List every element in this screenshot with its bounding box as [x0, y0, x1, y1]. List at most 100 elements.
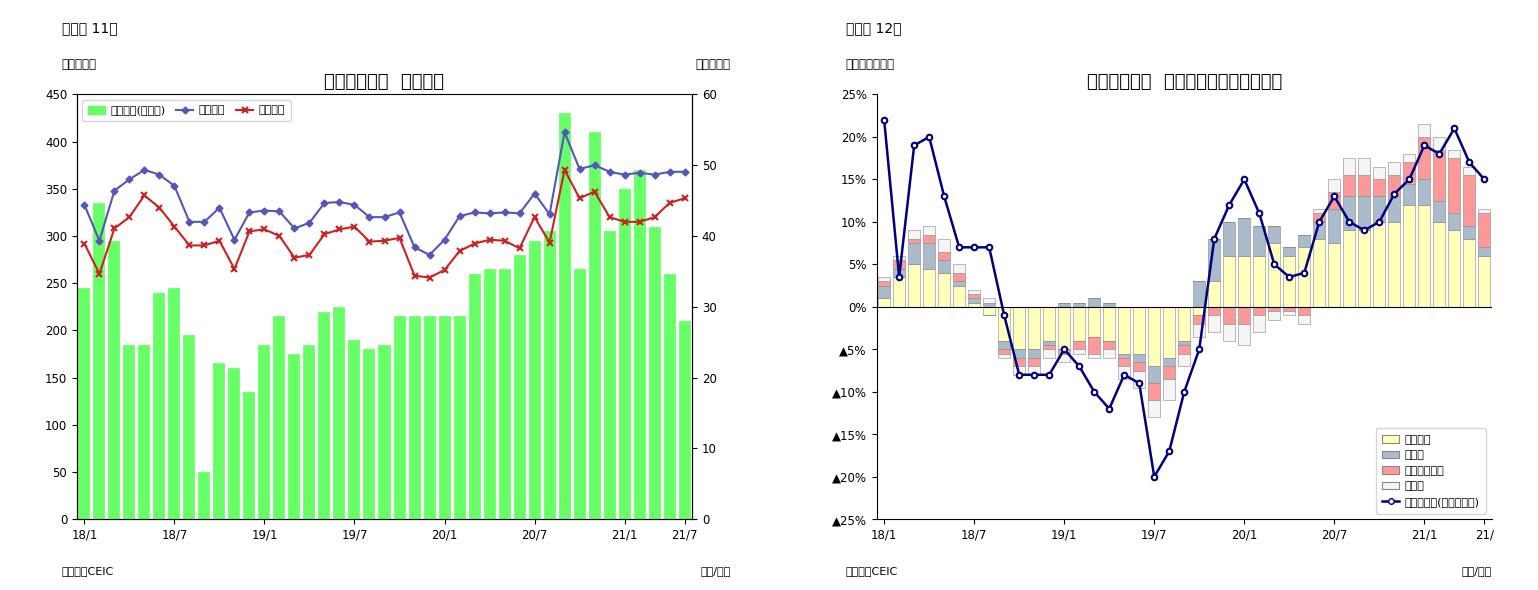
Bar [1389, 175, 1400, 196]
Bar [78, 288, 91, 519]
Bar [363, 349, 375, 519]
Bar [603, 231, 615, 519]
Bar [1193, 315, 1206, 324]
Bar [1134, 362, 1146, 371]
Bar [1223, 256, 1235, 307]
Bar [1478, 214, 1490, 247]
Bar [349, 340, 360, 519]
Text: （資料）CEIC: （資料）CEIC [62, 566, 114, 576]
Bar [983, 307, 995, 315]
Bar [1238, 307, 1250, 324]
Bar [878, 299, 891, 307]
Bar [1134, 307, 1146, 353]
Bar [1058, 353, 1070, 362]
Bar [543, 231, 555, 519]
Bar [1058, 303, 1070, 307]
Text: （億ドル）: （億ドル） [62, 58, 97, 71]
Bar [1313, 239, 1326, 307]
Bar [1043, 349, 1055, 358]
Bar [1463, 226, 1475, 239]
Bar [1118, 353, 1130, 358]
Bar [1253, 315, 1266, 332]
Bar [1209, 239, 1220, 281]
Bar [1403, 205, 1415, 307]
Bar [1389, 196, 1400, 222]
Bar [1478, 247, 1490, 256]
Bar [1418, 179, 1430, 205]
Bar [1089, 336, 1100, 353]
Bar [878, 277, 891, 281]
Bar [1014, 349, 1026, 358]
Bar [1029, 358, 1040, 366]
Bar [1358, 196, 1370, 230]
Bar [1298, 307, 1310, 315]
Bar [1223, 307, 1235, 324]
Bar [1253, 226, 1266, 256]
Bar [1178, 345, 1190, 353]
Bar [923, 243, 935, 268]
Bar [1209, 307, 1220, 315]
Bar [634, 170, 646, 519]
Bar [454, 316, 466, 519]
Bar [303, 345, 315, 519]
Bar [214, 363, 226, 519]
Bar [1433, 222, 1446, 307]
Bar [878, 281, 891, 286]
Bar [1209, 281, 1220, 307]
Bar [1283, 247, 1295, 256]
Bar [589, 132, 600, 519]
Bar [1149, 400, 1160, 417]
Bar [1283, 307, 1295, 311]
Bar [938, 251, 950, 260]
Bar [1418, 137, 1430, 179]
Text: （図表 12）: （図表 12） [846, 21, 901, 35]
Text: （億ドル）: （億ドル） [695, 58, 731, 71]
Bar [894, 268, 906, 277]
Bar [169, 288, 180, 519]
Bar [469, 274, 480, 519]
Bar [409, 316, 420, 519]
Bar [1418, 205, 1430, 307]
Bar [1463, 239, 1475, 307]
Bar [1343, 196, 1355, 230]
Bar [907, 239, 920, 243]
Legend: 電子製品, 医薬品, 石油化学製品, その他, 非石油輸出(再輸出除く): 電子製品, 医薬品, 石油化学製品, その他, 非石油輸出(再輸出除く) [1377, 428, 1486, 514]
Text: （資料）CEIC: （資料）CEIC [846, 566, 898, 576]
Bar [1014, 307, 1026, 349]
Bar [1134, 353, 1146, 362]
Bar [907, 230, 920, 239]
Bar [1343, 158, 1355, 175]
Bar [1149, 384, 1160, 400]
Bar [1373, 166, 1386, 179]
Bar [1478, 209, 1490, 214]
Bar [1313, 214, 1326, 222]
Bar [1449, 214, 1461, 230]
Bar [498, 269, 511, 519]
Bar [1089, 307, 1100, 336]
Bar [1193, 324, 1206, 336]
Bar [1343, 230, 1355, 307]
Bar [1418, 124, 1430, 137]
Bar [1103, 303, 1115, 307]
Bar [1178, 341, 1190, 345]
Bar [938, 239, 950, 251]
Bar [558, 113, 571, 519]
Bar [983, 303, 995, 307]
Bar [423, 316, 435, 519]
Bar [618, 189, 631, 519]
Bar [954, 281, 966, 286]
Bar [183, 335, 195, 519]
Bar [1193, 307, 1206, 315]
Bar [1043, 307, 1055, 341]
Bar [969, 290, 980, 294]
Bar [649, 227, 661, 519]
Bar [123, 345, 135, 519]
Bar [229, 368, 240, 519]
Bar [878, 286, 891, 299]
Bar [1269, 243, 1280, 307]
Bar [1358, 230, 1370, 307]
Bar [1238, 256, 1250, 307]
Bar [1269, 226, 1280, 243]
Bar [1058, 307, 1070, 349]
Bar [998, 349, 1010, 353]
